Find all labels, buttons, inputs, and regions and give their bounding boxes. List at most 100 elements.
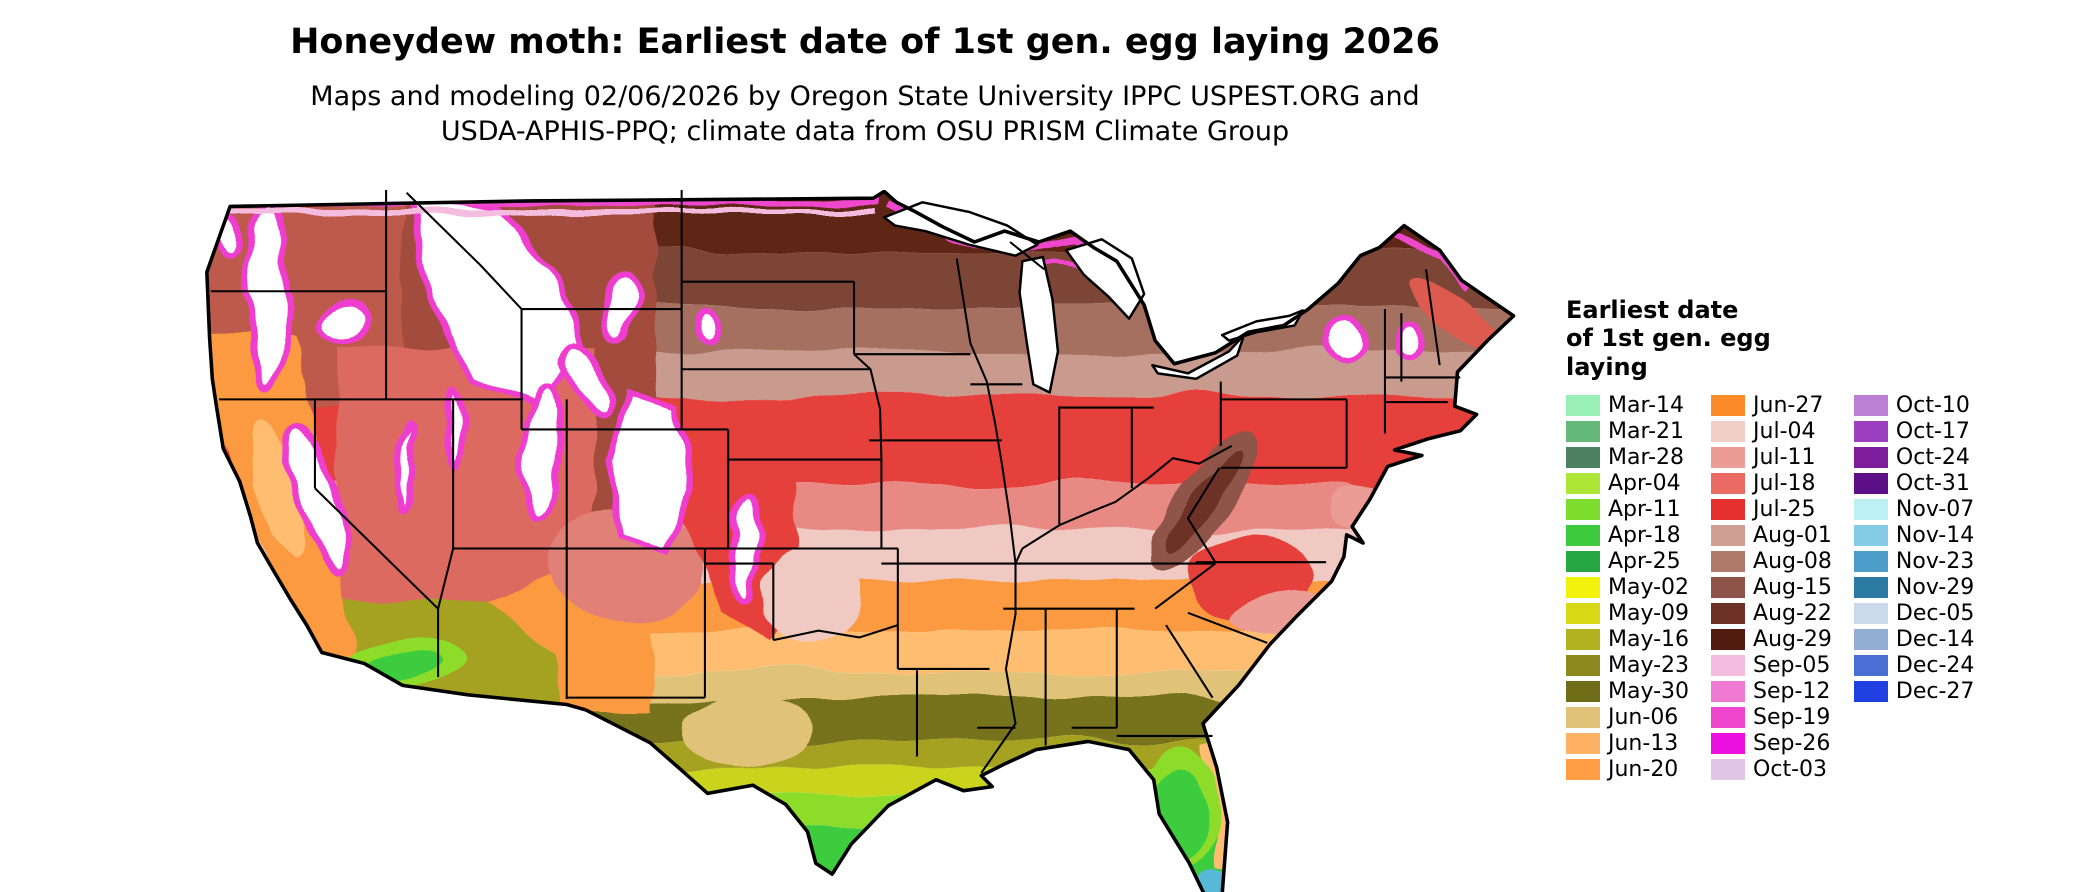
legend-column: Jun-27 Jul-04 Jul-11 Jul-18 Jul-25 Aug-01 Aug-… [1711,393,1832,783]
legend-entry: Oct-03 [1711,757,1832,783]
legend-entry: Dec-14 [1853,627,1974,653]
legend-entry: Apr-04 [1566,471,1689,497]
subtitle-line-2: USDA-APHIS-PPQ; climate data from OSU PR… [440,115,1290,147]
legend-entry: Aug-15 [1711,575,1832,601]
legend-swatch [1853,447,1888,469]
legend-label: Aug-29 [1753,627,1832,653]
legend-swatch [1566,551,1600,573]
legend-swatch [1853,499,1888,521]
legend-swatch [1711,629,1746,651]
legend-swatch [1566,499,1600,521]
legend-entry: Sep-26 [1711,731,1832,757]
legend-swatch [1566,577,1600,599]
legend: Earliest date of 1st gen. egg laying Mar… [1566,296,2096,783]
legend-entry: Mar-28 [1566,445,1689,471]
legend-label: Nov-14 [1895,523,1975,549]
legend-swatch [1711,551,1746,573]
legend-entry: Apr-25 [1566,549,1689,575]
legend-entry: Nov-14 [1853,523,1975,549]
legend-column: Mar-14 Mar-21 Mar-28 Apr-04 Apr-11 Apr-18 Apr-… [1566,393,1689,783]
legend-swatch [1853,421,1888,443]
us-outline [205,190,1516,892]
legend-swatch [1711,447,1746,469]
legend-entry: Jun-13 [1566,731,1689,757]
legend-swatch [1566,759,1600,781]
legend-swatch [1566,395,1600,417]
subtitle-line-1: Maps and modeling 02/06/2026 by Oregon S… [310,81,1420,112]
legend-label: Dec-27 [1895,679,1975,705]
legend-label: Dec-05 [1895,601,1975,627]
legend-entry: Jun-27 [1711,393,1832,419]
header: Honeydew moth: Earliest date of 1st gen.… [0,22,1730,149]
legend-label: May-16 [1608,627,1690,653]
legend-entry: May-02 [1566,575,1689,601]
legend-swatch [1566,447,1600,469]
legend-swatch [1853,395,1888,417]
legend-swatch [1711,759,1746,781]
legend-entry: May-30 [1566,679,1689,705]
legend-entry: Aug-08 [1711,549,1832,575]
legend-label: Jul-04 [1753,419,1816,445]
legend-entry: Jun-20 [1566,757,1689,783]
legend-label: Aug-22 [1753,601,1832,627]
legend-swatch [1711,681,1746,703]
legend-label: Apr-11 [1608,497,1681,523]
legend-label: Mar-28 [1608,445,1685,471]
legend-entry: May-23 [1566,653,1689,679]
legend-label: Jun-13 [1608,731,1679,757]
legend-entry: May-16 [1566,627,1689,653]
legend-label: Nov-07 [1895,497,1975,523]
legend-label: May-30 [1608,679,1690,705]
legend-swatch [1711,421,1746,443]
legend-label: Oct-17 [1895,419,1970,445]
legend-label: Apr-25 [1608,549,1681,575]
legend-swatch [1711,395,1746,417]
legend-entry: Apr-11 [1566,497,1689,523]
legend-swatch [1711,733,1746,755]
legend-entry: Dec-24 [1853,653,1974,679]
legend-swatch [1711,707,1746,729]
legend-label: Apr-18 [1608,523,1681,549]
legend-title-line-2: of 1st gen. egg [1566,324,1771,353]
legend-entry: Sep-12 [1711,679,1832,705]
legend-swatch [1853,681,1888,703]
legend-swatch [1853,629,1888,651]
legend-swatch [1566,629,1600,651]
legend-swatch [1853,655,1888,677]
legend-label: May-02 [1608,575,1690,601]
legend-swatch [1711,577,1746,599]
legend-swatch [1853,551,1888,573]
map-raster [206,191,1514,892]
legend-entry: Nov-07 [1853,497,1975,523]
legend-label: Oct-03 [1753,757,1828,783]
legend-entry: Aug-01 [1711,523,1832,549]
legend-entry: Oct-24 [1853,445,1975,471]
legend-swatch [1566,707,1600,729]
legend-columns: Mar-14 Mar-21 Mar-28 Apr-04 Apr-11 Apr-18 Apr-… [1566,393,2096,783]
legend-swatch [1566,655,1600,677]
legend-label: Oct-31 [1895,471,1970,497]
legend-entry: Sep-19 [1711,705,1832,731]
legend-swatch [1566,525,1600,547]
legend-label: Aug-08 [1753,549,1832,575]
legend-entry: Oct-10 [1853,393,1975,419]
legend-label: Oct-10 [1895,393,1970,419]
legend-swatch [1853,603,1888,625]
legend-label: Sep-05 [1753,653,1831,679]
legend-entry: Dec-27 [1853,679,1975,705]
us-map-image [200,190,1530,892]
legend-swatch [1566,733,1600,755]
legend-swatch [1853,525,1888,547]
legend-entry: Mar-21 [1566,419,1689,445]
legend-entry: Jul-11 [1711,445,1832,471]
legend-swatch [1711,525,1746,547]
legend-entry: Aug-22 [1711,601,1832,627]
legend-label: Aug-01 [1753,523,1832,549]
legend-swatch [1853,577,1888,599]
legend-swatch [1853,473,1888,495]
legend-label: Jun-27 [1753,393,1824,419]
legend-entry: Apr-18 [1566,523,1689,549]
legend-entry: Jul-18 [1711,471,1832,497]
legend-entry: Sep-05 [1711,653,1832,679]
